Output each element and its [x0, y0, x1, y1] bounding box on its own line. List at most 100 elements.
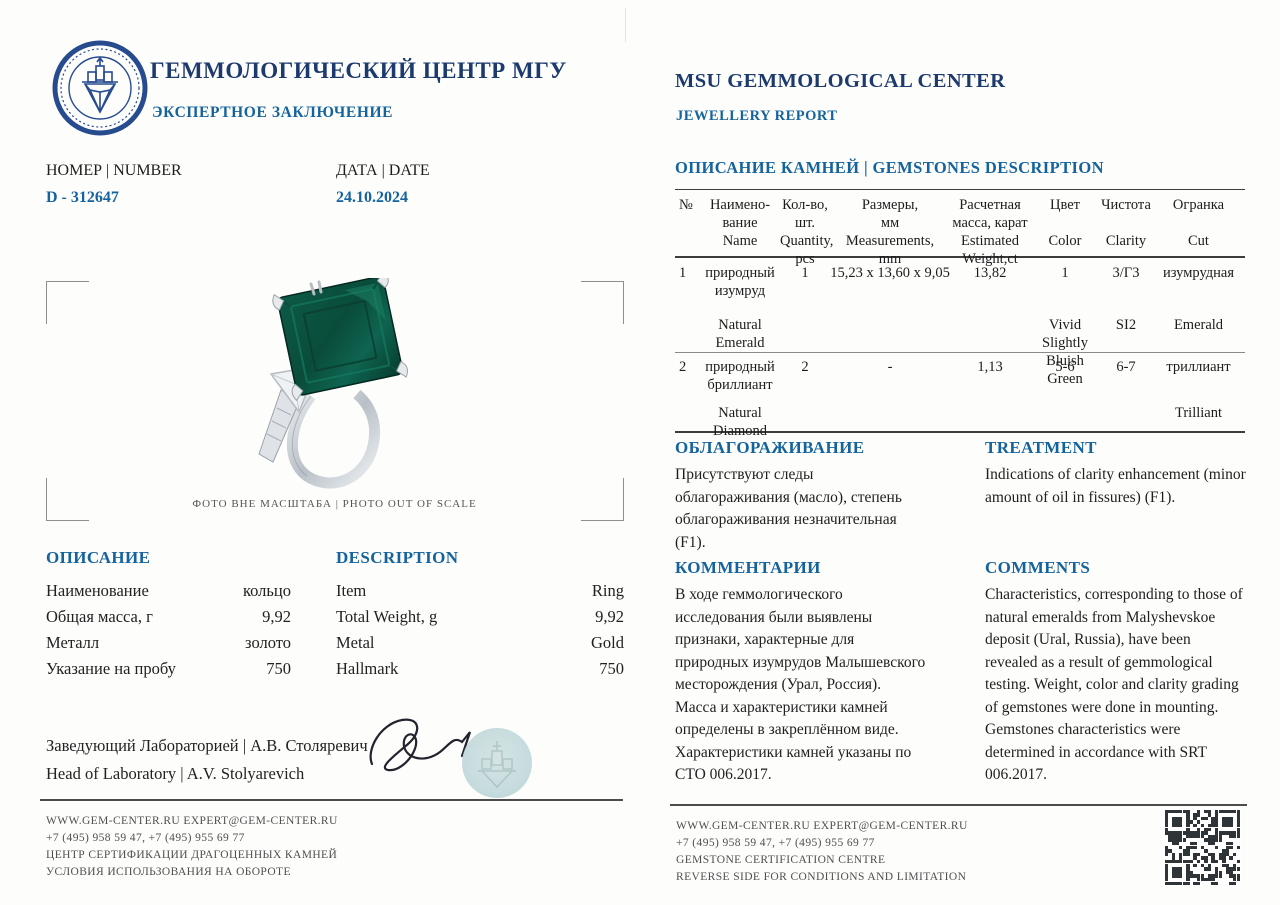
scan-fold-mark [625, 8, 626, 42]
col-weight-en: Estimated Weight,ct [961, 233, 1019, 267]
col-qty: Кол-во, шт. [782, 197, 828, 231]
hallmark-value-en: 750 [599, 659, 624, 678]
gemstone-row-2-en: Natural Diamond Trilliant [675, 404, 1245, 440]
stone-color-en [1030, 404, 1100, 440]
stone-cut-ru: триллиант [1166, 359, 1231, 375]
stone-cut-en: Trilliant [1174, 405, 1222, 421]
treatment-body-en: Indications of clarity enhancement (mino… [985, 466, 1246, 506]
hallmark-label-ru: Указание на пробу [46, 659, 176, 678]
comments-body-en: Characteristics, corresponding to those … [985, 586, 1243, 783]
stone-size: 15,23 x 13,60 x 9,05 [830, 265, 950, 281]
col-color-en: Color [1048, 233, 1082, 249]
date-label: ДАТА | DATE [336, 162, 430, 179]
item-label-ru: Наименование [46, 581, 149, 600]
col-clarity: Чистота [1101, 197, 1151, 213]
report-date: 24.10.2024 [336, 189, 408, 206]
treatment-title-ru: ОБЛАГОРАЖИВАНИЕ [675, 438, 865, 457]
col-name-en: Name [722, 233, 758, 249]
item-description-table: Наименование кольцо Item Ring Общая масс… [46, 578, 624, 682]
stone-name-en: Natural Diamond [713, 405, 767, 439]
stone-num: 2 [679, 359, 687, 375]
org-title-en: MSU GEMMOLOGICAL CENTER [675, 70, 1006, 92]
stone-cut-en: Emerald [1173, 317, 1224, 333]
weight-value-en: 9,92 [595, 607, 624, 626]
item-label-en: Item [336, 581, 367, 600]
description-title-ru: ОПИСАНИЕ [46, 548, 151, 567]
hallmark-value-ru: 750 [266, 659, 291, 678]
spacer [830, 404, 950, 440]
col-size-en: Measurements, mm [845, 233, 935, 267]
treatment-body-ru: Присутствуют следы облагораживания (масл… [675, 466, 902, 551]
number-label: НОМЕР | NUMBER [46, 162, 182, 179]
stone-qty: 2 [801, 359, 809, 375]
col-weight: Расчетная масса, карат [952, 197, 1028, 231]
table-rule-bottom [675, 431, 1245, 433]
weight-label-en: Total Weight, g [336, 607, 438, 626]
footer-conditions-ru: УСЛОВИЯ ИСПОЛЬЗОВАНИЯ НА ОБОРОТЕ [46, 866, 291, 878]
gemstone-row-1-ru: 1 природный изумруд 1 15,23 x 13,60 x 9,… [675, 264, 1245, 300]
photo-caption: ФОТО ВНЕ МАСШТАБА | PHOTO OUT OF SCALE [192, 498, 477, 510]
stone-clarity-ru: 6-7 [1116, 359, 1136, 375]
col-size: Размеры, мм [861, 197, 919, 231]
col-qty-en: Quantity, pcs [780, 233, 834, 267]
spacer [675, 404, 700, 440]
gemstones-header-en: Name Quantity, pcs Measurements, mm Esti… [675, 232, 1245, 268]
stone-size: - [887, 359, 893, 375]
footer-right: WWW.GEM-CENTER.RU EXPERT@GEM-CENTER.RU +… [676, 818, 968, 886]
col-name: Наимено- вание [709, 197, 771, 231]
stone-num: 1 [679, 265, 687, 281]
stone-clarity-en: SI2 [1115, 317, 1137, 333]
footer-phones: +7 (495) 958 59 47, +7 (495) 955 69 77 [46, 832, 245, 844]
stone-name-ru: природный изумруд [705, 265, 775, 299]
doc-type-en: JEWELLERY REPORT [676, 108, 838, 124]
stone-color-ru: 1 [1061, 265, 1069, 281]
col-color: Цвет [1049, 197, 1080, 213]
crop-mark-top-right [581, 281, 624, 324]
table-row: Общая масса, г 9,92 Total Weight, g 9,92 [46, 604, 624, 630]
ring-photo [215, 270, 455, 498]
spacer [950, 404, 1030, 440]
gemstones-title: ОПИСАНИЕ КАМНЕЙ | GEMSTONES DESCRIPTION [675, 158, 1104, 177]
item-value-ru: кольцо [242, 581, 291, 600]
comments-body-ru: В ходе геммологического исследования был… [675, 586, 926, 783]
footer-phones-en: +7 (495) 958 59 47, +7 (495) 955 69 77 [676, 837, 875, 849]
stone-qty: 1 [801, 265, 809, 281]
stone-clarity-en [1100, 404, 1152, 440]
signatory-line-ru: Заведующий Лабораторией | А.В. Столяреви… [46, 736, 368, 755]
stone-weight: 13,82 [973, 265, 1007, 281]
stone-name-en: Natural Emerald [715, 317, 765, 351]
comments-title-en: COMMENTS [985, 558, 1091, 577]
hallmark-label-en: Hallmark [336, 659, 399, 678]
org-title-ru: ГЕММОЛОГИЧЕСКИЙ ЦЕНТР МГУ [150, 58, 567, 83]
table-row: Наименование кольцо Item Ring [46, 578, 624, 604]
stone-weight: 1,13 [977, 359, 1003, 375]
footer-web-email: WWW.GEM-CENTER.RU EXPERT@GEM-CENTER.RU [46, 815, 338, 827]
gemstone-row-2-ru: 2 природный бриллиант 2 - 1,13 5-6 6-7 т… [675, 358, 1245, 394]
handwritten-signature [358, 712, 478, 789]
laboratory-stamp [462, 728, 532, 798]
footer-centre-en: GEMSTONE CERTIFICATION CENTRE [676, 854, 886, 866]
treatment-title-en: TREATMENT [985, 438, 1097, 457]
metal-value-en: Gold [591, 633, 624, 652]
footer-centre-ru: ЦЕНТР СЕРТИФИКАЦИИ ДРАГОЦЕННЫХ КАМНЕЙ [46, 849, 338, 861]
col-clarity-en: Clarity [1105, 233, 1147, 249]
table-rule-row [675, 352, 1245, 353]
metal-label-ru: Металл [46, 633, 100, 652]
crop-mark-top-left [46, 281, 89, 324]
crop-mark-bottom-left [46, 478, 89, 521]
item-value-en: Ring [591, 581, 624, 600]
description-title-en: DESCRIPTION [336, 548, 459, 567]
gemstone-row-1-en: Natural Emerald Vivid Slightly Bluish Gr… [675, 316, 1245, 388]
msu-gem-center-logo-icon [52, 40, 148, 136]
table-row: Металл золото Metal Gold [46, 630, 624, 656]
table-row: Указание на пробу 750 Hallmark 750 [46, 656, 624, 682]
stone-color-en: Vivid Slightly Bluish Green [1042, 317, 1088, 387]
weight-label-ru: Общая масса, г [46, 607, 153, 626]
col-cut-en: Cut [1188, 233, 1209, 249]
col-num: № [679, 197, 693, 213]
table-rule-top [675, 189, 1245, 190]
signatory-line-en: Head of Laboratory | A.V. Stolyarevich [46, 764, 305, 783]
col-cut: Огранка [1172, 197, 1225, 213]
stone-clarity-ru: 3/Г3 [1112, 265, 1140, 281]
